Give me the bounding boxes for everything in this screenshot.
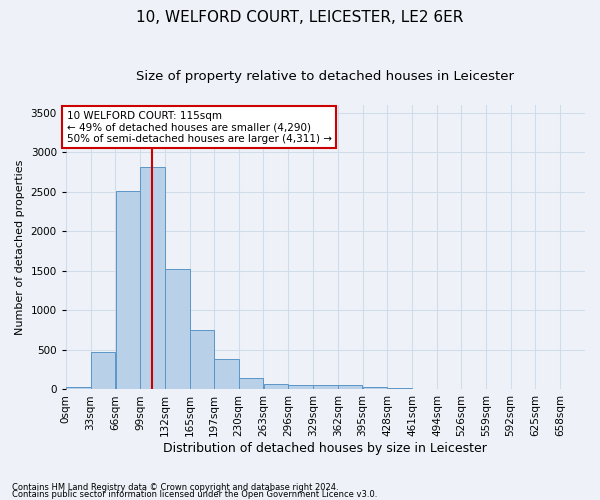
Y-axis label: Number of detached properties: Number of detached properties <box>15 160 25 335</box>
Bar <box>263 384 288 390</box>
Bar <box>140 166 165 390</box>
Bar <box>116 191 140 390</box>
Bar <box>363 387 387 390</box>
Bar <box>338 385 362 390</box>
Title: Size of property relative to detached houses in Leicester: Size of property relative to detached ho… <box>136 70 514 83</box>
Bar <box>190 330 214 390</box>
Bar <box>165 270 190 390</box>
Text: Contains public sector information licensed under the Open Government Licence v3: Contains public sector information licen… <box>12 490 377 499</box>
Text: 10, WELFORD COURT, LEICESTER, LE2 6ER: 10, WELFORD COURT, LEICESTER, LE2 6ER <box>136 10 464 25</box>
Text: Contains HM Land Registry data © Crown copyright and database right 2024.: Contains HM Land Registry data © Crown c… <box>12 484 338 492</box>
Text: 10 WELFORD COURT: 115sqm
← 49% of detached houses are smaller (4,290)
50% of sem: 10 WELFORD COURT: 115sqm ← 49% of detach… <box>67 110 332 144</box>
Bar <box>66 388 91 390</box>
Bar <box>214 358 239 390</box>
Bar <box>289 385 313 390</box>
Bar <box>313 385 338 390</box>
Bar <box>388 388 412 390</box>
Bar <box>239 378 263 390</box>
X-axis label: Distribution of detached houses by size in Leicester: Distribution of detached houses by size … <box>163 442 487 455</box>
Bar <box>91 352 115 390</box>
